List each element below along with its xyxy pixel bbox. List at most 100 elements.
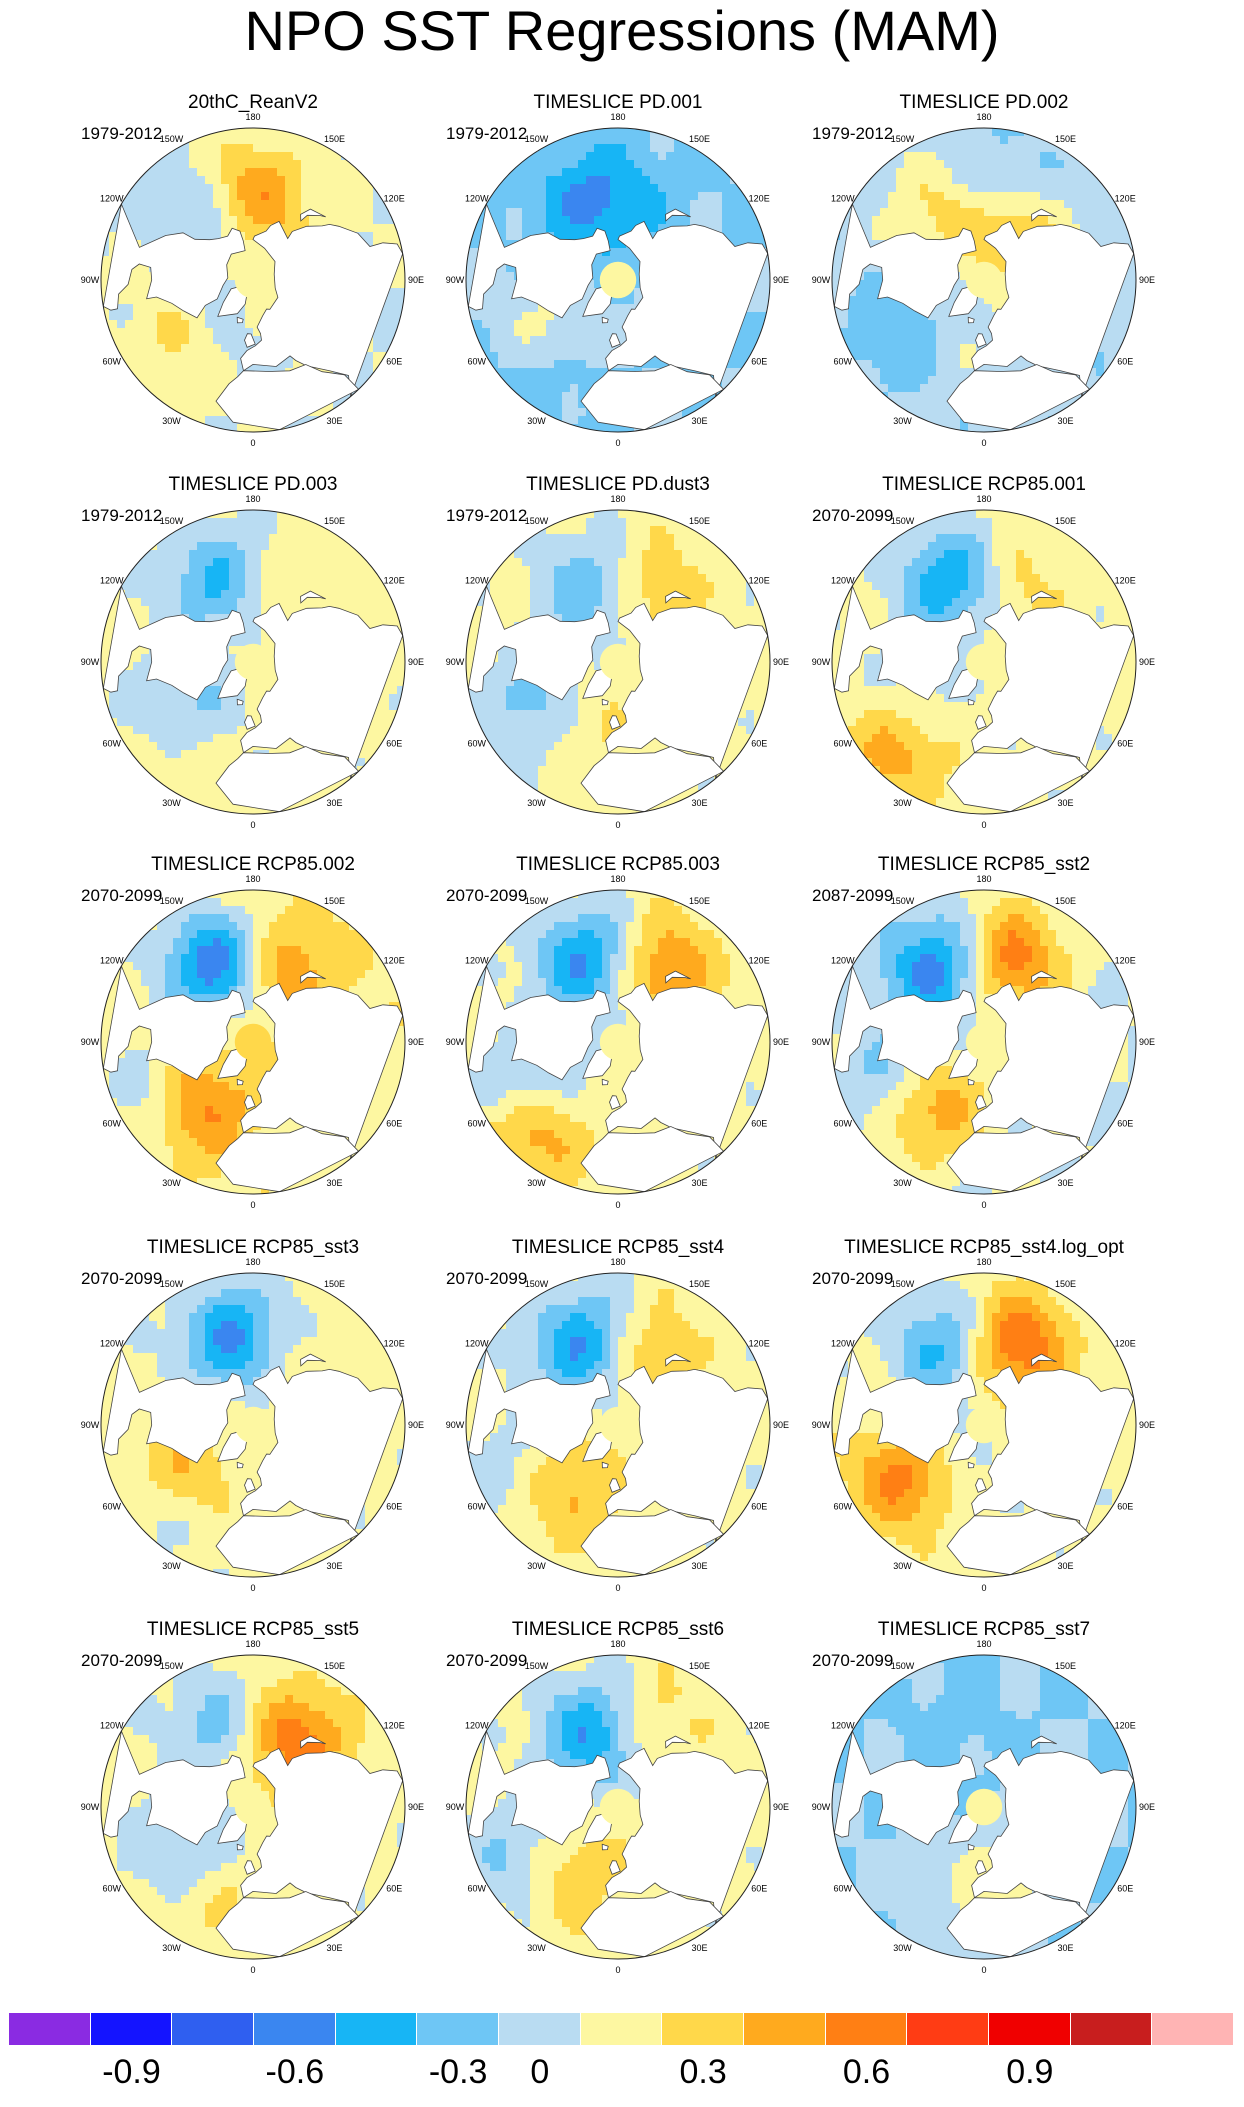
sst-cell bbox=[530, 184, 539, 193]
sst-cell bbox=[952, 288, 961, 297]
sst-cell bbox=[1008, 208, 1017, 217]
sst-cell bbox=[365, 598, 374, 607]
sst-cell bbox=[1024, 152, 1033, 161]
sst-cell bbox=[490, 208, 499, 217]
sst-cell bbox=[189, 176, 198, 185]
sst-cell bbox=[562, 384, 571, 393]
sst-cell bbox=[952, 176, 961, 185]
arctic-region bbox=[234, 261, 272, 299]
sst-cell bbox=[269, 184, 278, 193]
sst-cell bbox=[546, 550, 555, 559]
sst-cell bbox=[888, 384, 897, 393]
sst-cell bbox=[594, 208, 603, 217]
sst-cell bbox=[269, 176, 278, 185]
sst-cell bbox=[261, 686, 270, 695]
sst-cell bbox=[141, 352, 150, 361]
sst-cell bbox=[570, 368, 579, 377]
sst-cell bbox=[365, 176, 374, 185]
land-mass bbox=[300, 208, 326, 222]
sst-cell bbox=[221, 184, 230, 193]
sst-cell bbox=[389, 694, 398, 703]
sst-cell bbox=[880, 184, 889, 193]
sst-cell bbox=[1032, 184, 1041, 193]
sst-cell bbox=[277, 550, 286, 559]
sst-cell bbox=[610, 312, 619, 321]
sst-cell bbox=[674, 160, 683, 169]
sst-cell bbox=[213, 590, 222, 599]
sst-cell bbox=[1032, 136, 1041, 145]
sst-cell bbox=[309, 168, 318, 177]
sst-cell bbox=[896, 208, 905, 217]
sst-cell bbox=[538, 352, 547, 361]
sst-cell bbox=[349, 184, 358, 193]
sst-cell bbox=[626, 510, 635, 519]
sst-cell bbox=[325, 590, 334, 599]
sst-cell bbox=[301, 192, 310, 201]
sst-cell bbox=[1104, 344, 1113, 353]
sst-cell bbox=[245, 710, 254, 719]
sst-cell bbox=[205, 232, 214, 241]
sst-cell bbox=[698, 152, 707, 161]
sst-cell bbox=[968, 336, 977, 345]
sst-cell bbox=[928, 216, 937, 225]
sst-cell bbox=[976, 304, 985, 313]
sst-cell bbox=[530, 376, 539, 385]
sst-cell bbox=[309, 534, 318, 543]
sst-cell bbox=[237, 742, 246, 751]
sst-cell bbox=[189, 328, 198, 337]
sst-cell bbox=[578, 518, 587, 527]
sst-cell bbox=[381, 710, 390, 719]
sst-cell bbox=[269, 510, 278, 519]
sst-cell bbox=[1016, 360, 1025, 369]
sst-cell bbox=[221, 582, 230, 591]
sst-cell bbox=[253, 622, 262, 631]
sst-cell bbox=[157, 312, 166, 321]
sst-cell bbox=[269, 646, 278, 655]
sst-cell bbox=[365, 240, 374, 249]
sst-cell bbox=[1088, 168, 1097, 177]
sst-cell bbox=[554, 352, 563, 361]
sst-cell bbox=[666, 542, 675, 551]
sst-cell bbox=[674, 200, 683, 209]
sst-cell bbox=[864, 352, 873, 361]
sst-cell bbox=[213, 782, 222, 791]
sst-cell bbox=[365, 224, 374, 233]
sst-cell bbox=[365, 582, 374, 591]
sst-cell bbox=[642, 360, 651, 369]
sst-cell bbox=[189, 558, 198, 567]
sst-cell bbox=[888, 184, 897, 193]
sst-cell bbox=[490, 360, 499, 369]
sst-cell bbox=[229, 606, 238, 615]
sst-cell bbox=[1040, 200, 1049, 209]
longitude-label: 150W bbox=[160, 516, 184, 526]
sst-cell bbox=[490, 280, 499, 289]
sst-cell bbox=[498, 288, 507, 297]
sst-cell bbox=[578, 160, 587, 169]
sst-cell bbox=[1072, 216, 1081, 225]
sst-cell bbox=[357, 750, 366, 759]
sst-cell bbox=[594, 168, 603, 177]
sst-cell bbox=[253, 184, 262, 193]
sst-cell bbox=[205, 574, 214, 583]
sst-cell bbox=[554, 328, 563, 337]
sst-cell bbox=[650, 518, 659, 527]
sst-cell bbox=[157, 192, 166, 201]
sst-cell bbox=[1024, 136, 1033, 145]
sst-cell bbox=[928, 360, 937, 369]
sst-cell bbox=[482, 336, 491, 345]
sst-cell bbox=[602, 550, 611, 559]
sst-cell bbox=[618, 304, 627, 313]
land-mass bbox=[833, 202, 977, 319]
sst-cell bbox=[690, 550, 699, 559]
sst-cell bbox=[896, 384, 905, 393]
sst-cell bbox=[738, 352, 747, 361]
sst-cell bbox=[253, 304, 262, 313]
sst-cell bbox=[285, 590, 294, 599]
sst-cell bbox=[968, 320, 977, 329]
sst-cell bbox=[381, 702, 390, 711]
sst-cell bbox=[554, 376, 563, 385]
sst-cell bbox=[221, 758, 230, 767]
sst-cell bbox=[229, 718, 238, 727]
sst-cell bbox=[213, 742, 222, 751]
panel-title: TIMESLICE PD.dust3 bbox=[526, 474, 710, 495]
